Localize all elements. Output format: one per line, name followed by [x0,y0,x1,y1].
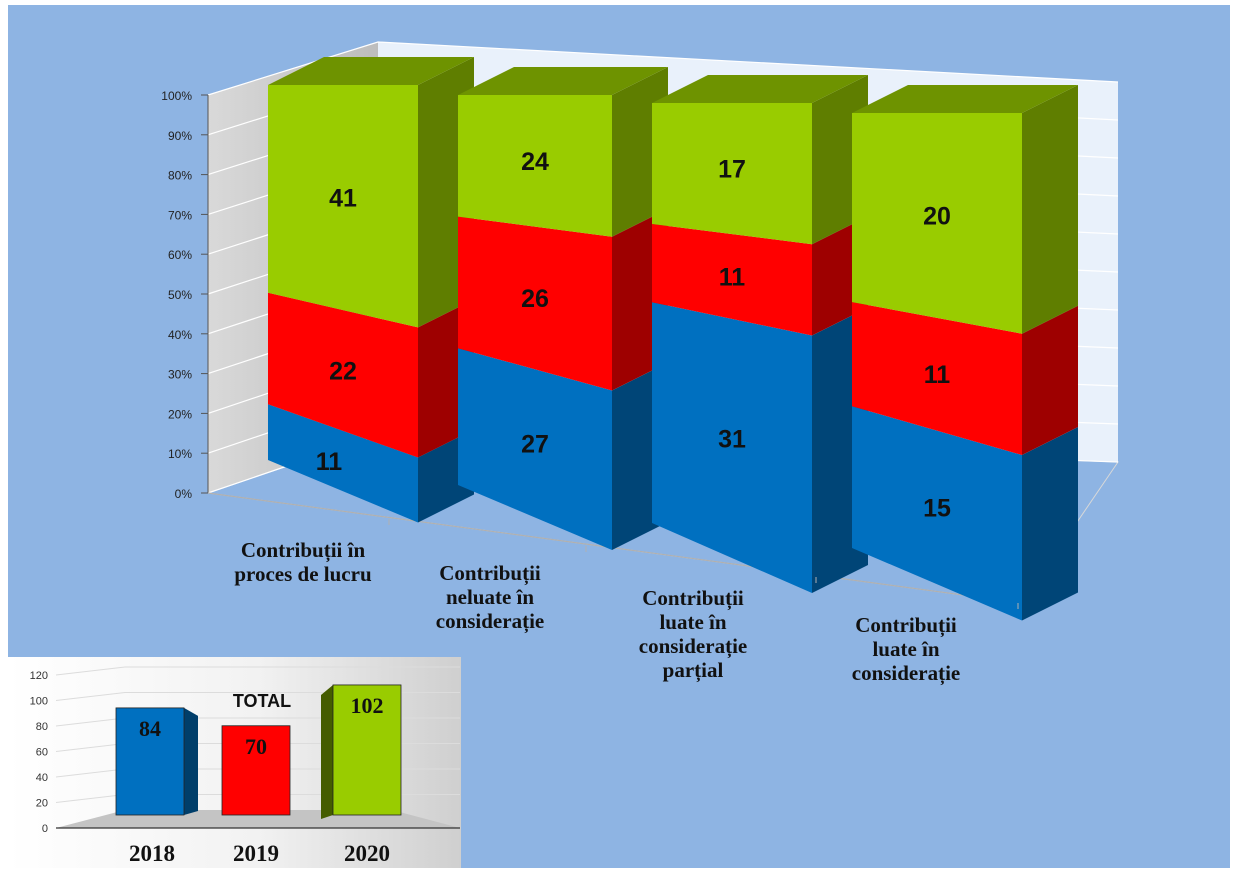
data-label: 41 [329,185,357,213]
category-label: Contribuții luate în considerație [852,613,960,686]
bar-front-face [458,95,612,237]
bar-side-face [1022,85,1078,334]
bar-stack-3: 31 11 17 [652,75,868,593]
y-tick-label: 10% [168,447,192,461]
inset-bar-front [221,725,291,816]
inset-y-tick-label: 40 [36,772,48,784]
data-label: 27 [521,430,549,458]
inset-data-label: 102 [351,693,384,718]
main-chart-bars: 11 22 41 27 26 24 31 11 17 15 11 20 [268,57,1078,621]
bar-stack-2: 27 26 24 [458,67,668,550]
bar-stack-4: 15 11 20 [852,85,1078,621]
bar-top-face [268,57,474,85]
category-label: Contribuții neluate în considerație [436,561,544,634]
data-label: 20 [923,202,951,230]
bar-front-face [652,302,812,593]
inset-category-label: 2019 [233,841,279,866]
category-label: Contribuții în proces de lucru [234,538,372,586]
data-label: 15 [923,494,951,522]
bar-segment: 11 [852,302,1078,455]
bar-segment: 17 [652,75,868,245]
bar-segment: 15 [852,406,1078,621]
bar-front-face [852,406,1022,621]
inset-category-label: 2020 [344,841,390,866]
inset-gridline [55,666,460,676]
bar-front-face [852,302,1022,455]
inset-bar-front [115,707,185,816]
data-label: 22 [329,357,357,385]
inset-y-tick-label: 60 [36,747,48,759]
inset-y-tick-label: 120 [30,670,48,682]
bar-stack-1: 11 22 41 [268,57,474,523]
y-tick-label: 50% [168,288,192,302]
inset-data-label: 70 [245,734,267,759]
inset-bar-front [332,684,402,816]
inset-bar-2018: 84 2018 [115,707,198,866]
bar-front-face [652,103,812,245]
bar-segment: 20 [852,85,1078,334]
data-label: 11 [316,448,343,476]
y-tick-label: 80% [168,169,192,183]
inset-y-tick-label: 0 [42,823,48,835]
bar-front-face [458,216,612,391]
category-label: Contribuții luate în considerație parțial [639,586,747,683]
bar-front-face [268,292,418,458]
data-label: 26 [521,285,549,313]
inset-bar-side [321,685,333,819]
y-tick-label: 70% [168,208,192,222]
bar-front-face [268,404,418,523]
inset-y-tick-label: 20 [36,798,48,810]
inset-bar-2019: 70 2019 [221,725,291,866]
gridline [207,41,1119,96]
y-tick-label: 90% [168,129,192,143]
bar-top-face [652,75,868,103]
y-tick-label: 60% [168,248,192,262]
y-tick-label: 30% [168,368,192,382]
inset-data-label: 84 [139,716,161,741]
bar-front-face [458,348,612,550]
data-label: 17 [718,156,746,184]
inset-y-tick-label: 100 [30,696,48,708]
bar-front-face [652,224,812,336]
bar-side-face [1022,305,1078,455]
bar-segment: 41 [268,57,474,328]
y-tick-label: 20% [168,407,192,421]
y-tick-label: 0% [175,487,193,501]
bar-side-face [1022,427,1078,621]
data-label: 11 [924,361,951,389]
bar-front-face [852,113,1022,334]
y-tick-label: 100% [161,89,192,103]
bar-front-face [268,85,418,328]
data-label: 24 [521,148,549,176]
bar-top-face [852,85,1078,113]
data-label: 31 [718,425,746,453]
data-label: 11 [719,264,746,292]
inset-bar-side [184,707,198,815]
main-chart-category-labels: Contribuții în proces de lucru Contribuții… [234,519,1019,686]
bar-segment: 24 [458,67,668,237]
y-tick-label: 40% [168,328,192,342]
total-inset-chart: 0 20 40 60 80 100 120 TOTAL 84 2018 70 2019 102 2020 [8,657,461,868]
bar-top-face [458,67,668,95]
inset-y-tick-label: 80 [36,721,48,733]
inset-category-label: 2018 [129,841,175,866]
inset-bar-2020: 102 2020 [321,684,402,866]
inset-title: TOTAL [233,691,291,711]
